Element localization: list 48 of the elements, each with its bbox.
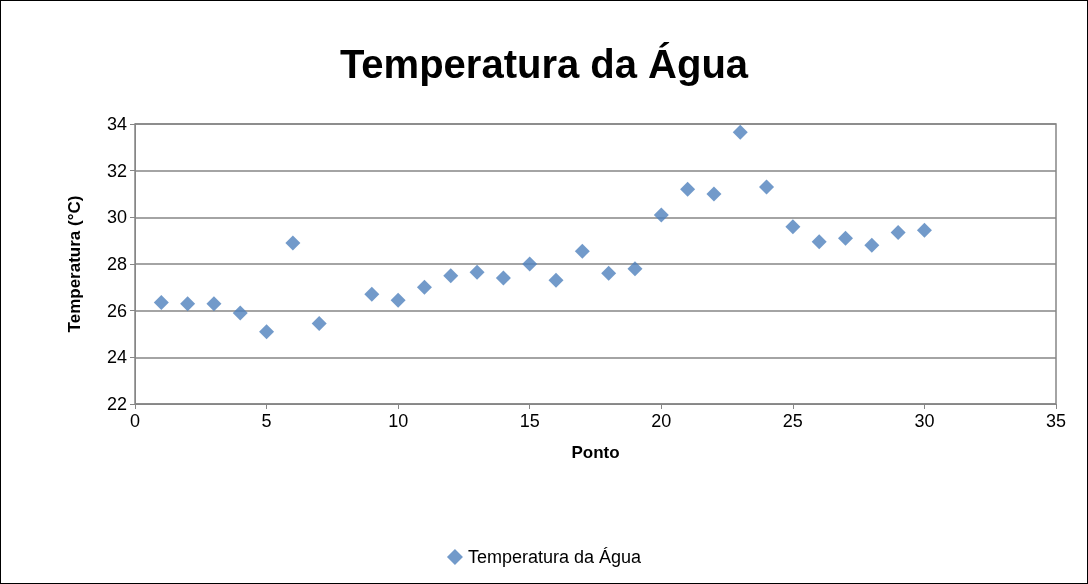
x-tick-label: 35 xyxy=(1045,411,1067,431)
y-tick-label: 26 xyxy=(106,300,127,321)
point xyxy=(206,296,222,312)
point xyxy=(180,296,196,312)
y-tick-label: 22 xyxy=(106,394,127,414)
point xyxy=(522,256,538,272)
point xyxy=(574,243,590,259)
point xyxy=(259,324,275,340)
point xyxy=(837,230,853,246)
chart-title: Temperatura da Água xyxy=(339,42,749,86)
y-axis-title: Temperatura (°C) xyxy=(65,195,84,333)
point xyxy=(732,124,748,140)
point xyxy=(443,268,459,284)
y-tick-label: 28 xyxy=(106,254,127,274)
x-tick-label: 30 xyxy=(914,411,935,431)
point xyxy=(311,316,327,331)
point xyxy=(653,207,669,223)
x-tick-label: 20 xyxy=(651,411,672,431)
point xyxy=(706,186,722,202)
point xyxy=(285,235,301,251)
y-tick-label: 32 xyxy=(106,160,127,181)
point xyxy=(601,265,617,281)
point xyxy=(416,279,432,295)
x-tick-label: 0 xyxy=(129,411,141,431)
point xyxy=(390,292,406,308)
point xyxy=(495,270,511,286)
point xyxy=(864,237,880,253)
point xyxy=(548,272,564,288)
point xyxy=(759,179,775,195)
x-tick-label: 5 xyxy=(261,411,272,431)
x-tick-label: 25 xyxy=(782,411,803,431)
point xyxy=(627,261,643,277)
point xyxy=(890,225,906,240)
point xyxy=(153,295,169,310)
point xyxy=(364,286,380,302)
x-tick-label: 15 xyxy=(519,411,540,431)
x-tick-label: 10 xyxy=(388,411,409,431)
y-tick-label: 34 xyxy=(106,114,127,134)
legend-label: Temperatura da Água xyxy=(467,547,643,567)
point xyxy=(916,222,932,238)
point xyxy=(232,305,248,321)
point xyxy=(811,234,827,250)
x-axis-title: Ponto xyxy=(571,443,620,462)
point xyxy=(680,181,696,197)
point xyxy=(469,264,485,280)
point xyxy=(785,219,801,235)
y-tick-label: 24 xyxy=(106,347,127,368)
y-tick-label: 30 xyxy=(106,207,127,228)
